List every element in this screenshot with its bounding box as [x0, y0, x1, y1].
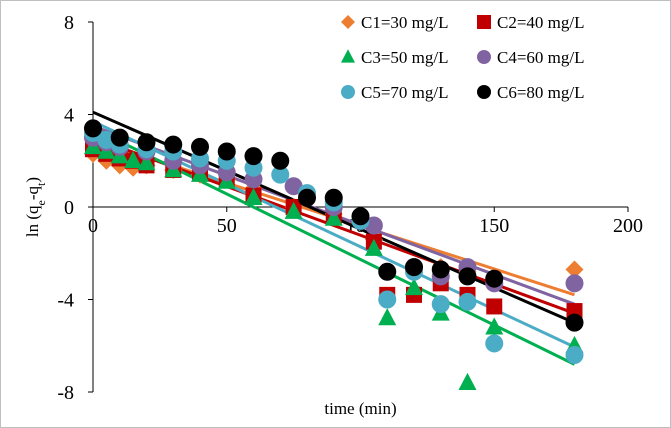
y-tick-label: -8	[57, 382, 74, 404]
data-point	[84, 119, 102, 138]
data-point	[137, 153, 156, 171]
data-point	[244, 187, 263, 205]
y-axis-title-part: ln (q	[23, 205, 42, 237]
data-point	[324, 208, 343, 226]
data-point	[405, 278, 423, 296]
legend: C1=30 mg/L C2=40 mg/L C3=50 mg/L C4=60 mg/L…	[341, 13, 585, 102]
legend-label: C2=40 mg/L	[497, 13, 585, 32]
y-axis-title-sub-e: e	[34, 200, 48, 205]
data-point	[378, 290, 397, 309]
data-point	[137, 133, 156, 152]
y-tick-label: 0	[64, 197, 74, 219]
tick-group: 050100150200840-4-8	[57, 12, 643, 404]
data-point	[351, 207, 370, 226]
data-points-group	[84, 119, 584, 390]
data-point	[217, 142, 236, 161]
legend-label: C1=30 mg/L	[361, 13, 449, 32]
data-point	[565, 346, 584, 364]
data-point	[378, 262, 397, 281]
data-point	[378, 308, 397, 326]
legend-marker	[341, 85, 355, 99]
data-point	[191, 137, 209, 156]
data-point	[405, 258, 423, 277]
data-point	[124, 150, 143, 168]
data-point	[431, 295, 450, 314]
y-axis-title-part: -q	[23, 185, 42, 200]
data-point	[284, 177, 303, 196]
data-point	[565, 313, 584, 332]
legend-marker	[477, 15, 491, 29]
data-point	[485, 334, 504, 353]
data-point	[485, 269, 504, 288]
data-point	[164, 135, 183, 154]
data-point	[324, 188, 343, 207]
data-point	[565, 260, 584, 279]
data-point	[364, 238, 383, 256]
data-point	[271, 165, 290, 184]
data-point	[458, 372, 477, 390]
y-axis-title-sub-t: t	[34, 182, 48, 186]
legend-marker	[341, 15, 355, 29]
y-tick-label: -4	[57, 290, 74, 312]
x-tick-label: 200	[613, 215, 643, 237]
legend-label: C6=80 mg/L	[497, 83, 585, 102]
x-tick-label: 0	[88, 215, 98, 237]
legend-label: C3=50 mg/L	[361, 48, 449, 67]
y-axis-title: ln (qe-qt)	[23, 177, 48, 237]
data-point	[458, 292, 477, 311]
x-axis-title: time (min)	[324, 399, 396, 418]
data-point	[565, 274, 584, 293]
series-points	[84, 136, 584, 390]
data-point	[486, 298, 503, 315]
data-point	[298, 188, 316, 207]
legend-label: C4=60 mg/L	[497, 48, 585, 67]
series-points	[84, 119, 584, 332]
legend-label: C5=70 mg/L	[361, 83, 449, 102]
y-axis-title-part: )	[23, 177, 42, 183]
y-tick-label: 8	[64, 12, 74, 34]
legend-marker	[341, 49, 355, 63]
legend-marker	[477, 85, 491, 99]
x-tick-label: 50	[217, 215, 237, 237]
legend-marker	[477, 50, 491, 64]
data-point	[110, 128, 129, 147]
data-point	[431, 260, 450, 279]
y-tick-label: 4	[64, 105, 74, 127]
data-point	[271, 151, 290, 170]
x-tick-label: 150	[479, 215, 509, 237]
data-point	[244, 147, 263, 166]
data-point	[458, 267, 477, 286]
data-point	[284, 201, 303, 219]
data-point	[485, 317, 504, 335]
